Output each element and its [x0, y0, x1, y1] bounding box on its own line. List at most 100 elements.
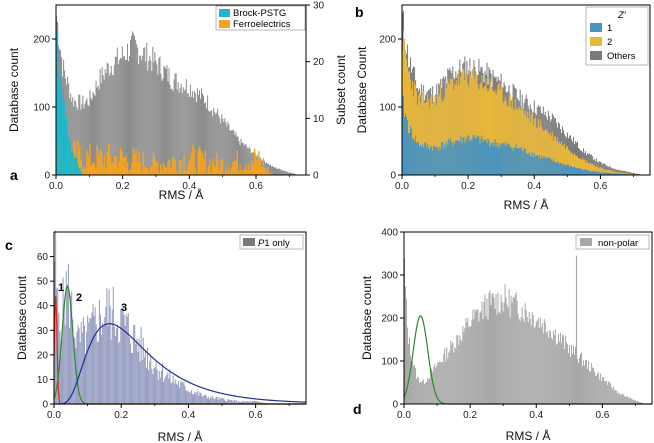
- ferroelectrics-bar: [90, 164, 93, 175]
- non-polar-bar: [635, 400, 637, 404]
- z2-bar: [451, 78, 453, 175]
- database-bar: [182, 87, 184, 175]
- database-bar: [224, 118, 226, 175]
- z2-bar: [445, 80, 447, 175]
- brock-pstg-bar: [62, 90, 64, 175]
- p1-only-bar: [154, 367, 156, 404]
- non-polar-bar: [464, 328, 466, 404]
- z1-bar: [445, 146, 447, 175]
- database-bar: [118, 60, 120, 175]
- p1-only-bar: [199, 391, 201, 404]
- z1-bar: [564, 164, 566, 175]
- z1-bar: [489, 146, 491, 175]
- z1-bar: [545, 156, 547, 175]
- non-polar-bar: [523, 322, 525, 404]
- p1-only-bar: [105, 307, 107, 404]
- panel-d: d 0.0 0.2 0.4 0.6 0 100 200 300 400 RMS / Å Dat…: [353, 228, 653, 443]
- p1-only-bar: [137, 351, 139, 404]
- p1-only-bar: [260, 402, 262, 404]
- ferroelectrics-bar: [251, 161, 253, 175]
- z2-bar: [523, 114, 525, 175]
- ferroelectrics-bar: [187, 164, 189, 175]
- non-polar-bar: [492, 293, 494, 404]
- p1-only-bar: [142, 337, 144, 404]
- z-others-bar: [629, 172, 631, 175]
- database-bar: [231, 129, 233, 175]
- z2-bar: [501, 85, 503, 175]
- p1-only-bar: [181, 380, 183, 404]
- z1-bar: [430, 146, 432, 175]
- database-bar: [227, 121, 229, 175]
- z2-bar: [609, 170, 611, 175]
- z1-bar: [414, 141, 416, 175]
- z2-bar: [510, 107, 512, 175]
- ferroelectrics-bar: [210, 172, 212, 175]
- database-bar: [289, 172, 291, 175]
- p1-only-bar: [58, 313, 60, 404]
- y-right-tick-label: 0: [313, 171, 319, 182]
- p1-only-bar: [259, 402, 261, 404]
- z1-bar: [528, 152, 530, 175]
- non-polar-bar: [574, 346, 576, 404]
- z1-bar: [408, 133, 410, 175]
- database-bar: [213, 108, 215, 175]
- non-polar-bar: [540, 327, 542, 404]
- ferroelectrics-bar: [99, 149, 101, 175]
- non-polar-bar: [593, 368, 595, 404]
- non-polar-bar: [425, 382, 427, 404]
- z2-bar: [436, 105, 438, 175]
- z1-bar: [418, 142, 420, 175]
- z2-bar: [607, 170, 609, 175]
- non-polar-bar: [411, 362, 413, 404]
- z2-bar: [542, 130, 544, 175]
- database-bar: [94, 95, 96, 175]
- p1-only-bar: [78, 328, 80, 404]
- z1-bar: [496, 142, 498, 175]
- z1-bar: [592, 171, 594, 175]
- database-bar: [80, 109, 82, 175]
- p1-only-bar: [85, 353, 87, 404]
- z1-bar: [586, 169, 588, 175]
- panel-a-frame: [55, 4, 307, 176]
- z2-bar: [561, 145, 563, 175]
- database-bar: [91, 99, 93, 175]
- z1-bar: [588, 170, 590, 175]
- non-polar-bar: [488, 292, 490, 404]
- non-polar-bar: [607, 384, 609, 404]
- z2-bar: [457, 86, 459, 175]
- non-polar-bar: [568, 345, 570, 404]
- p1-only-bar: [175, 383, 177, 404]
- x-tick-label: 0.4: [182, 181, 196, 192]
- z1-bar: [563, 164, 565, 175]
- z1-bar: [608, 172, 610, 175]
- z2-bar: [627, 173, 629, 175]
- non-polar-bar: [548, 330, 550, 404]
- non-polar-bar: [418, 377, 420, 404]
- z2-bar: [546, 130, 548, 175]
- z1-bar: [509, 146, 511, 175]
- p1-only-bar: [217, 399, 219, 404]
- ferroelectrics-bar: [160, 163, 162, 175]
- z1-bar: [432, 150, 434, 175]
- p1-only-bar: [59, 330, 61, 404]
- non-polar-bar: [525, 310, 527, 404]
- p1-only-bar: [136, 338, 138, 404]
- z-others-bar: [623, 171, 625, 175]
- z2-bar: [504, 96, 506, 175]
- non-polar-bar: [481, 301, 483, 404]
- ferroelectrics-bar: [86, 150, 88, 175]
- non-polar-bar: [544, 322, 546, 404]
- database-bar: [252, 152, 254, 175]
- non-polar-bar: [519, 321, 521, 404]
- z1-bar: [557, 161, 559, 175]
- non-polar-bar: [459, 335, 461, 404]
- non-polar-bar: [405, 286, 407, 404]
- p1-only-bar: [129, 343, 131, 404]
- ferroelectrics-bar: [184, 170, 186, 175]
- panel-c-legend: P1 only: [239, 234, 304, 250]
- p1-only-bar: [114, 336, 117, 404]
- z1-bar: [436, 147, 438, 175]
- z2-bar: [593, 164, 595, 175]
- database-bar: [142, 55, 144, 175]
- panel-c-yticks: 0 10 20 30 40 50 60: [37, 252, 54, 411]
